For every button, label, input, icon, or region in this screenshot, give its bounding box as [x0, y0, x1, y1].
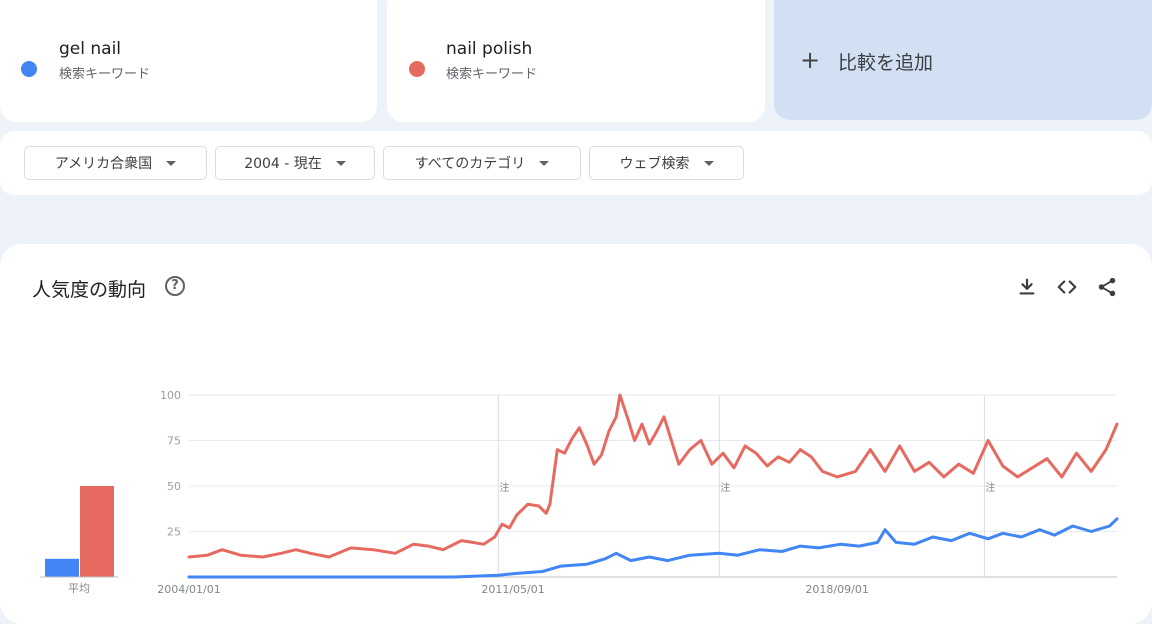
search-term-card-gel-nail[interactable] — [0, 0, 377, 122]
caret-down-icon — [166, 160, 177, 166]
series-lines — [187, 393, 1119, 579]
interest-line-chart: 100 75 50 25 注 注 注 平均 2004/01/01 2011/05/01 201… — [40, 389, 1119, 596]
average-bar-nail-polish — [80, 486, 114, 577]
x-tick-label: 2011/05/01 — [481, 583, 544, 596]
region-label: アメリカ合衆国 — [54, 156, 153, 172]
term-type: 検索キーワード — [446, 67, 538, 82]
gridlines — [189, 394, 1117, 578]
category-dropdown[interactable]: すべてのカテゴリ — [383, 146, 581, 180]
annotation-markers: 注注注 — [497, 395, 995, 577]
average-bars — [40, 486, 118, 578]
share-icon[interactable] — [1096, 276, 1118, 298]
add-comparison-button[interactable] — [774, 0, 1152, 120]
term-name[interactable]: nail polish — [446, 39, 533, 59]
term-color-dot-blue — [21, 61, 37, 77]
help-icon[interactable]: ? — [165, 276, 185, 296]
series-line-gel-nail[interactable] — [187, 517, 1119, 579]
search-term-card-nail-polish[interactable] — [387, 0, 765, 122]
caret-down-icon — [703, 160, 714, 166]
term-name[interactable]: gel nail — [59, 39, 122, 59]
y-tick-labels: 100 75 50 25 — [160, 389, 181, 539]
y-tick-25: 25 — [167, 526, 181, 539]
download-icon[interactable] — [1016, 276, 1038, 298]
y-tick-75: 75 — [167, 435, 181, 448]
annotation-note-marker[interactable]: 注 — [720, 481, 730, 494]
y-tick-100: 100 — [160, 389, 181, 402]
caret-down-icon — [539, 160, 550, 166]
x-tick-labels: 2004/01/01 2011/05/01 2018/09/01 — [157, 583, 869, 596]
plus-icon: + — [800, 46, 821, 74]
series-line-nail-polish[interactable] — [187, 393, 1119, 559]
add-comparison-label: 比較を追加 — [838, 52, 934, 74]
annotation-note-marker[interactable]: 注 — [985, 481, 995, 494]
x-tick-label: 2004/01/01 — [157, 583, 220, 596]
annotation-note-marker[interactable]: 注 — [499, 481, 509, 494]
period-label: 2004 - 現在 — [244, 156, 322, 172]
term-type: 検索キーワード — [59, 67, 151, 82]
search-type-label: ウェブ検索 — [619, 156, 690, 172]
period-dropdown[interactable]: 2004 - 現在 — [215, 146, 375, 180]
caret-down-icon — [335, 160, 346, 166]
term-color-dot-red — [409, 61, 425, 77]
x-tick-label: 2018/09/01 — [805, 583, 868, 596]
search-type-dropdown[interactable]: ウェブ検索 — [589, 146, 744, 180]
region-dropdown[interactable]: アメリカ合衆国 — [24, 146, 207, 180]
average-bar-gel-nail — [45, 558, 79, 577]
average-label: 平均 — [68, 582, 90, 595]
category-label: すべてのカテゴリ — [414, 156, 526, 172]
y-tick-50: 50 — [167, 480, 181, 493]
embed-code-icon[interactable] — [1056, 276, 1078, 298]
section-title: 人気度の動向 — [32, 279, 147, 301]
